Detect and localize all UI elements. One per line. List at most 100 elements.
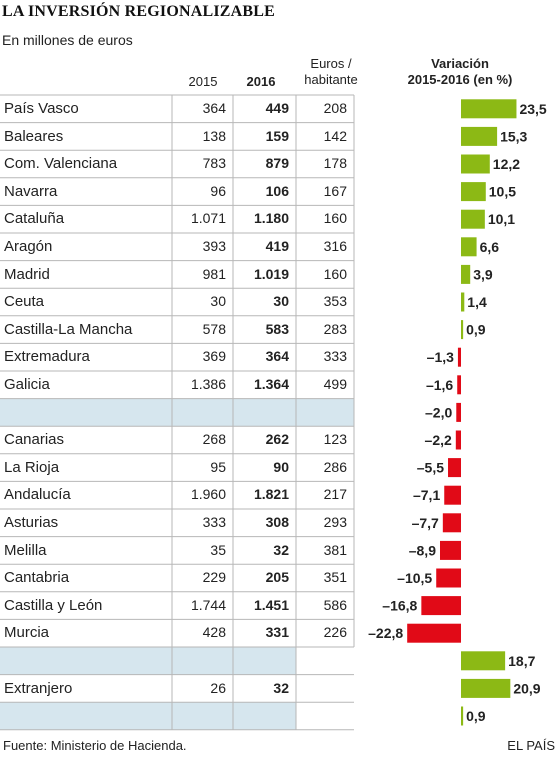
variation-label: 10,1 — [488, 211, 515, 227]
row-name: Navarra — [4, 182, 58, 200]
cell-2016: 90 — [273, 458, 289, 475]
cell-2015: 981 — [202, 265, 226, 282]
cell-2016: 159 — [265, 127, 289, 144]
cell-2015: 138 — [202, 127, 226, 144]
cell-2015: 783 — [202, 155, 226, 172]
cell-2016: 30 — [273, 293, 289, 310]
variation-bar — [461, 237, 477, 257]
header-variation-1: Variación — [431, 56, 489, 71]
row-name: Madrid — [4, 265, 50, 283]
cell-2016: 449 — [265, 100, 289, 116]
cell-2015: 578 — [202, 320, 226, 337]
variation-bar — [456, 402, 461, 422]
cell-2015: 1.960 — [190, 486, 226, 503]
variation-bar — [461, 209, 485, 229]
cell-2015: 333 — [202, 514, 226, 530]
header-2016: 2016 — [246, 74, 276, 89]
variation-bar — [461, 706, 464, 726]
variation-bar — [421, 596, 461, 616]
cell-2016: 106 — [265, 182, 289, 199]
cell-per-capita: 499 — [323, 376, 347, 392]
row-name: Murcia — [4, 624, 50, 642]
variation-label: 15,3 — [500, 128, 527, 144]
variation-bar — [444, 485, 461, 505]
variation-bar — [461, 651, 506, 671]
variation-bar — [436, 568, 461, 588]
cell-per-capita: 316 — [323, 238, 347, 254]
cell-2016: 419 — [265, 238, 289, 254]
cell-2015: 96 — [210, 182, 226, 199]
row-name: Castilla-La Mancha — [4, 320, 133, 338]
variation-bar — [461, 320, 464, 340]
cell-2016: 1.821 — [253, 486, 289, 503]
cell-2015: 1.744 — [190, 596, 226, 613]
cell-per-capita: 586 — [323, 596, 347, 613]
variation-label: –1,3 — [427, 349, 454, 365]
cell-per-capita: 208 — [323, 100, 347, 116]
header-per-capita-2: habitante — [304, 72, 358, 87]
variation-label: –2,0 — [425, 404, 452, 420]
cell-2015: 26 — [210, 679, 226, 696]
variation-label: –1,6 — [426, 377, 453, 393]
cell-2015: 1.071 — [190, 210, 226, 227]
variation-label: –2,2 — [425, 432, 452, 448]
highlight-row-bg — [0, 398, 354, 427]
variation-label: 6,6 — [480, 239, 500, 255]
cell-2016: 364 — [265, 348, 289, 365]
variation-label: 1,4 — [467, 294, 487, 310]
row-name: La Rioja — [4, 458, 60, 476]
header-variation-2: 2015-2016 (en %) — [407, 72, 513, 87]
cell-2015: 1.386 — [190, 376, 226, 392]
variation-label: 18,7 — [508, 653, 535, 669]
cell-2015: 364 — [202, 100, 226, 116]
highlight-row-bg — [0, 647, 296, 675]
cell-2015: 428 — [202, 624, 226, 641]
cell-2016: 1.180 — [253, 210, 289, 227]
row-name: Canarias — [4, 431, 65, 449]
variation-bar — [461, 264, 471, 284]
cell-per-capita: 353 — [323, 293, 347, 310]
cell-2016: 583 — [265, 320, 289, 337]
cell-per-capita: 123 — [323, 431, 347, 448]
variation-label: –16,8 — [382, 598, 417, 614]
variation-label: –22,8 — [368, 625, 403, 641]
row-name: Extranjero — [4, 679, 73, 697]
variation-bar — [448, 458, 461, 478]
variation-label: 10,5 — [489, 184, 516, 200]
cell-2015: 95 — [210, 458, 226, 475]
variation-bar — [461, 126, 498, 146]
cell-2015: 229 — [202, 569, 226, 586]
variation-label: –10,5 — [397, 570, 432, 586]
cell-2016: 331 — [265, 624, 289, 641]
variation-bar — [439, 540, 461, 560]
header-2015: 2015 — [188, 74, 218, 89]
cell-2016: 1.451 — [253, 596, 289, 613]
row-name: País Vasco — [4, 100, 79, 117]
row-name: Aragón — [4, 238, 53, 255]
cell-per-capita: 226 — [323, 624, 347, 641]
cell-per-capita: 351 — [323, 569, 347, 586]
row-name: Andalucía — [4, 486, 71, 504]
variation-bar — [442, 513, 461, 533]
cell-per-capita: 381 — [323, 541, 347, 558]
variation-label: 20,9 — [513, 680, 540, 696]
cell-2016: 308 — [265, 514, 289, 530]
cell-2016: 879 — [265, 155, 289, 172]
highlight-row-bg — [0, 702, 296, 730]
source-note: Fuente: Ministerio de Hacienda. — [3, 738, 187, 753]
brand-logo: EL PAÍS — [507, 738, 555, 753]
variation-label: 12,2 — [493, 156, 520, 172]
row-name: Cataluña — [4, 210, 65, 228]
row-name: Baleares — [4, 127, 64, 145]
row-name: Galicia — [4, 376, 50, 393]
cell-2015: 369 — [202, 348, 226, 365]
variation-label: 0,9 — [466, 708, 486, 724]
variation-bar — [407, 623, 461, 643]
cell-2016: 1.019 — [253, 265, 289, 282]
row-name: Ceuta — [4, 293, 45, 311]
cell-per-capita: 167 — [323, 182, 347, 199]
cell-2015: 393 — [202, 238, 226, 254]
cell-per-capita: 286 — [323, 458, 347, 475]
cell-2016: 32 — [273, 679, 289, 696]
